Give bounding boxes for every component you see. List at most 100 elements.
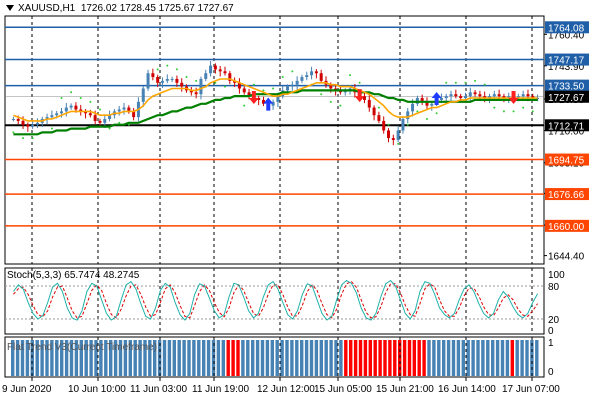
- x-tick-label: 17 Jun 07:00: [502, 384, 560, 395]
- trend-bar: [236, 340, 240, 376]
- candle-body: [444, 96, 448, 99]
- flat-trend-label: Flat Trend V3(Current Timeframe): [7, 342, 158, 353]
- trend-bar: [153, 340, 157, 376]
- chart-header: XAUUSD,H1 1726.02 1728.45 1725.67 1727.6…: [6, 3, 234, 14]
- candle-body: [11, 119, 15, 121]
- price-panel: 1760.401743.901726.501710.001693.101677.…: [4, 15, 589, 265]
- x-tick-label: 15 Jun 05:00: [314, 384, 372, 395]
- candle-body: [425, 101, 429, 106]
- trend-bar: [84, 340, 88, 376]
- candle-body: [367, 99, 371, 108]
- candle-body: [122, 107, 126, 110]
- trend-bar: [50, 340, 54, 376]
- stochastic-label: Stoch(5,3,3) 65.7474 48.2745: [7, 270, 140, 281]
- candle-body: [473, 92, 477, 95]
- trend-bar: [314, 340, 319, 376]
- trend-bar: [265, 340, 270, 376]
- trend-bar: [319, 340, 323, 376]
- candle-body: [411, 103, 415, 112]
- trend-bar: [304, 340, 309, 376]
- fast-ma-line: [13, 78, 538, 122]
- trend-bar: [260, 340, 265, 376]
- candle-body: [228, 73, 232, 81]
- trend-bar: [461, 340, 465, 376]
- trend-bar: [442, 340, 446, 376]
- trend-bar: [412, 340, 416, 376]
- trend-bar: [35, 340, 39, 376]
- stoch-y-tick-label: 20: [548, 315, 560, 326]
- candle-body: [531, 96, 535, 99]
- candle-body: [305, 75, 309, 78]
- sar-dot: [195, 79, 198, 82]
- price-level-label: 1733.50: [548, 82, 585, 93]
- candle-body: [194, 92, 198, 95]
- trend-y-tick-label: 0: [548, 367, 554, 378]
- trend-bar: [324, 340, 328, 376]
- trend-bar: [60, 340, 64, 376]
- trend-bar: [349, 340, 353, 376]
- candle-body: [233, 80, 237, 83]
- trend-bar: [216, 340, 221, 376]
- sar-dot: [175, 68, 178, 71]
- sar-dot: [60, 97, 63, 100]
- trend-bar: [187, 340, 191, 376]
- sar-dot: [377, 106, 380, 109]
- candle-body: [257, 98, 261, 100]
- sar-dot: [291, 70, 294, 73]
- trend-bar: [407, 340, 412, 376]
- price-level-tag: [545, 188, 589, 201]
- candle-body: [439, 98, 443, 100]
- candle-body: [156, 77, 160, 83]
- x-tick-label: 11 Jun 19:00: [192, 384, 250, 395]
- candle-body: [420, 98, 424, 102]
- price-level-tag: [545, 219, 589, 232]
- candle-body: [160, 80, 164, 83]
- candle-body: [492, 94, 496, 97]
- trend-bar: [182, 340, 186, 376]
- sar-dot: [108, 127, 111, 130]
- price-level-tag: [545, 79, 589, 92]
- sar-dot: [502, 110, 505, 113]
- trend-bar: [358, 340, 363, 376]
- candle-body: [310, 71, 314, 76]
- candle-body: [261, 99, 265, 104]
- trend-bar: [520, 340, 524, 376]
- dropdown-triangle-icon[interactable]: [6, 5, 14, 12]
- trend-bar: [128, 340, 132, 376]
- trend-bar: [138, 340, 142, 376]
- trend-bar: [40, 340, 44, 376]
- trend-bar: [104, 340, 108, 376]
- sell-arrow-icon: [508, 91, 519, 105]
- candle-body: [488, 96, 492, 99]
- candle-body: [108, 115, 112, 120]
- candle-body: [300, 77, 304, 81]
- trend-bar: [295, 340, 299, 376]
- trend-bar: [143, 340, 147, 376]
- candle-body: [26, 124, 30, 127]
- candle-body: [88, 113, 92, 116]
- candle-body: [502, 96, 506, 99]
- candle-body: [396, 130, 400, 140]
- stoch-y-tick-label: 100: [548, 270, 565, 281]
- sar-dot: [118, 121, 121, 124]
- y-tick-label: 1710.00: [548, 126, 585, 137]
- candle-body: [271, 101, 275, 106]
- trend-bar: [491, 340, 495, 376]
- ohlc-readout: 1726.02 1728.45 1725.67 1727.67: [80, 3, 234, 14]
- trend-bar: [25, 340, 30, 376]
- sar-dot: [214, 81, 217, 84]
- trend-bar: [525, 340, 529, 376]
- trend-bar: [251, 340, 255, 376]
- trend-bar: [388, 340, 392, 376]
- trend-bar: [353, 340, 358, 376]
- trend-bar: [69, 340, 74, 376]
- trend-bar: [437, 340, 441, 376]
- x-tick-label: 10 Jun 10:00: [68, 384, 126, 395]
- candle-body: [79, 109, 83, 112]
- candle-body: [151, 73, 155, 78]
- trend-bar: [275, 340, 279, 376]
- sar-dot: [31, 137, 34, 140]
- stoch-y-tick-label: 0: [548, 326, 554, 337]
- trend-bar: [280, 340, 284, 376]
- sell-arrow-icon: [248, 91, 259, 105]
